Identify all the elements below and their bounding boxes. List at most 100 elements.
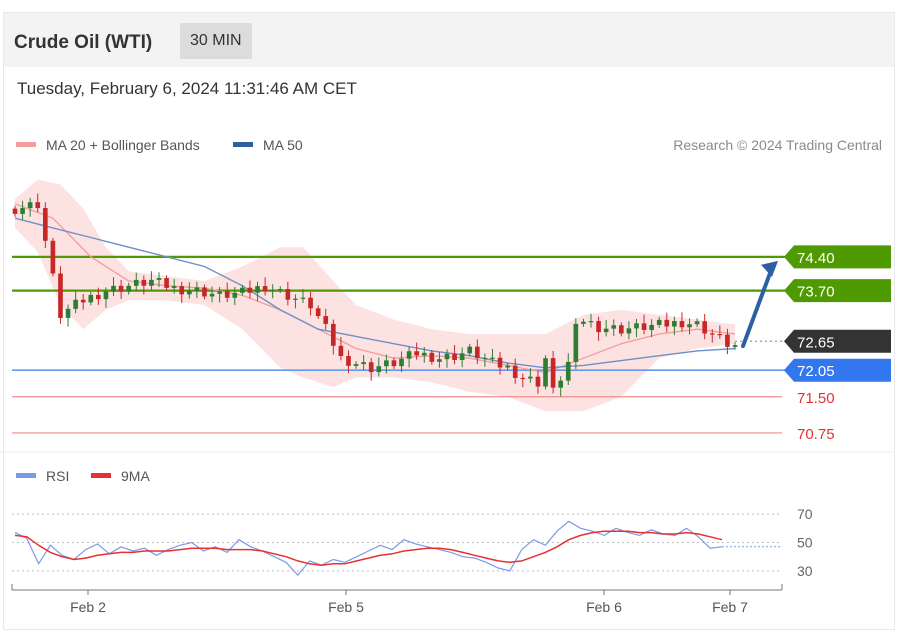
- timestamp: Tuesday, February 6, 2024 11:31:46 AM CE…: [17, 79, 357, 98]
- candle: [133, 279, 139, 286]
- level-tag-73.70: [784, 279, 891, 303]
- candle: [171, 286, 177, 288]
- candle: [73, 299, 78, 309]
- copyright-label: Research © 2024 Trading Central: [673, 137, 882, 153]
- candle: [679, 321, 685, 328]
- candle: [247, 287, 253, 293]
- candle: [58, 273, 63, 318]
- price-plot-area: 74.40 73.70 72.65 72.05 71.50 70.75: [12, 179, 891, 443]
- candle: [12, 208, 18, 214]
- candle: [65, 308, 71, 318]
- chart-card: Crude Oil (WTI) 30 MIN Tuesday, February…: [3, 12, 895, 630]
- candle: [202, 287, 207, 297]
- candle: [346, 356, 351, 366]
- candle: [224, 291, 230, 298]
- candle: [293, 298, 298, 300]
- candle: [558, 380, 564, 388]
- candle: [656, 319, 662, 325]
- candle: [550, 358, 556, 388]
- candle: [384, 360, 389, 367]
- candle: [611, 325, 617, 329]
- ma50-legend-label: MA 50: [263, 137, 303, 153]
- candle: [588, 321, 594, 323]
- candle: [277, 289, 283, 291]
- candle: [535, 376, 541, 387]
- x-tick-label: Feb 2: [70, 599, 106, 615]
- candle: [573, 323, 579, 362]
- candle: [42, 208, 48, 241]
- candle: [649, 324, 654, 330]
- candle: [732, 345, 738, 347]
- candle: [240, 287, 245, 293]
- candle: [20, 208, 25, 214]
- level-label-71.50: 71.50: [797, 390, 835, 407]
- rsi-ma-line: [14, 530, 723, 566]
- candle: [353, 364, 359, 366]
- candle: [209, 293, 215, 297]
- ma20-legend-swatch: [16, 142, 36, 147]
- ma20-legend-label: MA 20 + Bollinger Bands: [46, 137, 200, 153]
- level-label-72.65: 72.65: [797, 334, 835, 351]
- candle: [285, 289, 291, 300]
- candle: [88, 294, 94, 303]
- instrument-title: Crude Oil (WTI): [14, 32, 153, 53]
- level-tag-72.05: [784, 358, 891, 382]
- candle: [315, 308, 321, 317]
- timeframe-button[interactable]: 30 MIN: [180, 23, 252, 59]
- candle: [164, 278, 169, 288]
- candle: [482, 357, 488, 360]
- candle: [581, 321, 586, 324]
- candle: [103, 291, 109, 300]
- candle: [565, 361, 571, 381]
- candle: [194, 287, 200, 291]
- candle: [694, 321, 700, 325]
- candle: [520, 377, 526, 380]
- candle: [437, 359, 442, 362]
- candle: [338, 345, 344, 357]
- candle: [35, 202, 41, 209]
- bollinger-band-area: [15, 179, 735, 412]
- candle: [330, 323, 336, 346]
- candle: [126, 285, 132, 292]
- candle: [672, 321, 677, 327]
- candle: [217, 291, 222, 294]
- candle: [528, 376, 533, 379]
- candle: [444, 353, 450, 360]
- candle: [505, 365, 510, 368]
- candle: [702, 321, 708, 334]
- candle: [80, 299, 86, 303]
- projection-arrow-head: [761, 260, 778, 277]
- candle: [96, 294, 101, 300]
- candle: [429, 352, 435, 362]
- candle: [262, 286, 268, 292]
- candle: [308, 297, 313, 309]
- candle: [603, 328, 609, 333]
- candle: [179, 286, 185, 295]
- rsi-tick-30: 30: [797, 563, 813, 579]
- candle: [467, 346, 473, 354]
- candle: [111, 285, 116, 292]
- x-axis: Feb 2 Feb 5 Feb 6 Feb 7: [11, 584, 783, 615]
- candle: [725, 334, 730, 347]
- chart-header: Crude Oil (WTI) 30 MIN: [4, 13, 894, 67]
- candle: [141, 279, 147, 286]
- rsi-plot-area: 70 50 30: [12, 506, 813, 579]
- candle: [391, 360, 397, 367]
- ma50-legend-swatch: [233, 142, 253, 147]
- x-tick-label: Feb 6: [586, 599, 622, 615]
- candle: [232, 292, 238, 298]
- candle: [497, 357, 503, 368]
- candle: [709, 333, 715, 335]
- candle: [50, 240, 56, 274]
- candle: [421, 352, 427, 356]
- ma9-legend-swatch: [91, 473, 111, 478]
- x-tick-label: Feb 7: [712, 599, 748, 615]
- level-tag-74.40: [784, 245, 891, 269]
- candle: [543, 358, 548, 387]
- candle: [452, 353, 457, 360]
- level-label-73.70: 73.70: [797, 284, 835, 301]
- candle: [118, 285, 124, 292]
- candle: [399, 358, 404, 367]
- candle: [490, 357, 495, 359]
- candle: [474, 346, 480, 359]
